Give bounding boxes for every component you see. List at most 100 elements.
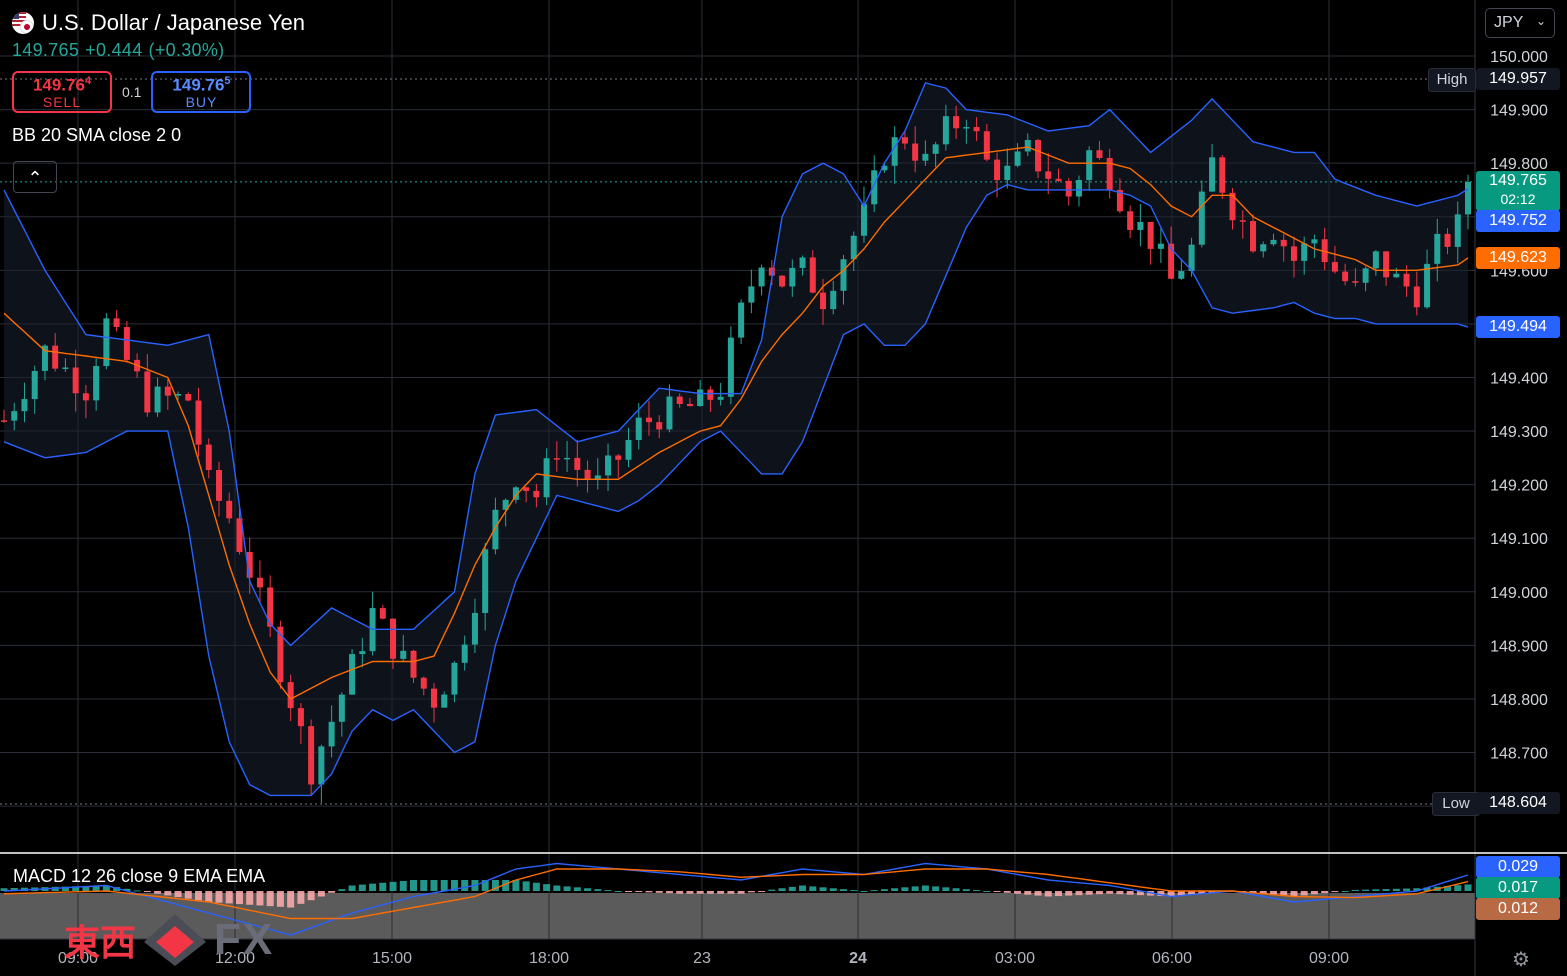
- candle-body: [359, 651, 366, 655]
- macd-histogram-bar: [942, 887, 950, 891]
- candle-body: [656, 422, 663, 430]
- candle-body: [82, 393, 89, 401]
- macd-histogram-bar: [676, 891, 684, 894]
- candle-body: [820, 292, 827, 310]
- macd-histogram-bar: [1208, 891, 1216, 893]
- candle-body: [390, 618, 397, 659]
- buy-button[interactable]: 149.765 BUY: [151, 71, 252, 113]
- macd-histogram-bar: [1157, 891, 1165, 897]
- candle-body: [1270, 239, 1277, 245]
- candle-body: [308, 726, 315, 785]
- candle-body: [318, 746, 325, 785]
- macd-histogram-bar: [461, 880, 469, 891]
- macd-histogram-bar: [338, 889, 346, 891]
- candle-body: [1403, 273, 1410, 287]
- time-tick-label: 09:00: [1309, 950, 1349, 967]
- candle-body: [1219, 157, 1226, 193]
- macd-histogram-bar: [1280, 891, 1288, 896]
- sell-price: 149.76: [32, 75, 85, 95]
- macd-histogram-bar: [686, 891, 694, 894]
- macd-histogram-bar: [891, 888, 899, 891]
- candle-body: [523, 487, 530, 491]
- candle-body: [1004, 165, 1011, 181]
- macd-histogram-bar: [1290, 891, 1298, 897]
- candle-body: [267, 587, 274, 627]
- symbol-title[interactable]: U.S. Dollar / Japanese Yen: [42, 10, 305, 35]
- macd-histogram-bar: [1249, 891, 1257, 893]
- candle-body: [625, 440, 632, 460]
- candle-body: [1086, 150, 1093, 181]
- candle-body: [605, 455, 612, 476]
- macd-histogram-bar: [809, 886, 817, 891]
- macd-indicator-legend[interactable]: MACD 12 26 close 9 EMA EMA: [13, 866, 266, 886]
- bar-countdown: 02:12: [1500, 191, 1536, 207]
- candle-body: [1301, 243, 1308, 261]
- time-tick-label: 09:00: [58, 950, 98, 967]
- buy-price: 149.76: [172, 75, 225, 95]
- macd-histogram-bar: [737, 891, 745, 894]
- macd-histogram-bar: [61, 886, 69, 891]
- settings-gear-icon[interactable]: ⚙: [1512, 949, 1530, 971]
- candle-body: [492, 509, 499, 550]
- candle-body: [1372, 251, 1379, 269]
- collapse-legend-button[interactable]: ⌃: [13, 161, 57, 193]
- currency-select[interactable]: JPY ⌄: [1485, 8, 1555, 38]
- macd-histogram-bar: [512, 880, 520, 891]
- candle-body: [994, 159, 1001, 181]
- candle-body: [1280, 239, 1287, 247]
- price-tick-label: 148.800: [1490, 692, 1548, 709]
- chevron-down-icon: ⌄: [1535, 14, 1546, 28]
- price-tick-label: 149.300: [1490, 424, 1548, 441]
- price-tick-label: 149.900: [1490, 103, 1548, 120]
- candle-body: [686, 403, 693, 407]
- macd-histogram-bar: [1341, 891, 1349, 892]
- macd-histogram-bar: [82, 886, 90, 891]
- candle-body: [1209, 157, 1216, 192]
- macd-histogram-bar: [1177, 891, 1185, 896]
- candle-body: [1127, 211, 1134, 230]
- price-quote: 149.765 +0.444 (+0.30%): [12, 40, 305, 61]
- candle-body: [860, 204, 867, 236]
- sell-button[interactable]: 149.764 SELL: [12, 71, 112, 113]
- macd-histogram-bar: [1372, 889, 1380, 891]
- macd-histogram-bar: [747, 891, 755, 893]
- logo-diamond-icon: [144, 914, 207, 966]
- candle-body: [973, 127, 980, 132]
- candle-body: [707, 389, 714, 400]
- high-label: High: [1428, 68, 1476, 92]
- macd-histogram-bar: [1362, 889, 1370, 891]
- candle-body: [195, 400, 202, 445]
- candle-body: [1065, 180, 1072, 197]
- candle-body: [21, 399, 28, 412]
- bb-lower-tag: 149.494: [1476, 316, 1560, 338]
- macd-histogram-bar: [440, 880, 448, 891]
- candle-body: [1045, 171, 1052, 179]
- macd-histogram-bar: [246, 891, 254, 905]
- candle-body: [287, 682, 294, 709]
- candle-body: [461, 644, 468, 663]
- macd-histogram-bar: [215, 891, 223, 903]
- time-tick-label: 12:00: [215, 950, 255, 967]
- macd-histogram-bar: [1065, 891, 1073, 896]
- macd-histogram-bar: [307, 891, 315, 901]
- candle-body: [1014, 151, 1021, 166]
- bb-indicator-legend[interactable]: BB 20 SMA close 2 0: [12, 125, 182, 145]
- price-change: +0.444: [85, 40, 143, 60]
- candle-body: [1290, 246, 1297, 261]
- candle-body: [1260, 244, 1267, 252]
- macd-histogram-bar: [358, 884, 366, 891]
- candle-body: [891, 137, 898, 166]
- candle-body: [1024, 139, 1031, 152]
- macd-histogram-bar: [584, 888, 592, 891]
- macd-histogram-bar: [1014, 891, 1022, 894]
- macd-histogram-bar: [594, 889, 602, 891]
- macd-value-tag: 0.029: [1476, 856, 1560, 878]
- macd-histogram-bar: [768, 889, 776, 891]
- candle-body: [1055, 178, 1062, 181]
- candle-body: [164, 386, 171, 396]
- candle-body: [1250, 221, 1257, 252]
- candle-body: [645, 417, 652, 423]
- candle-body: [922, 153, 929, 161]
- low-label: Low: [1432, 792, 1480, 816]
